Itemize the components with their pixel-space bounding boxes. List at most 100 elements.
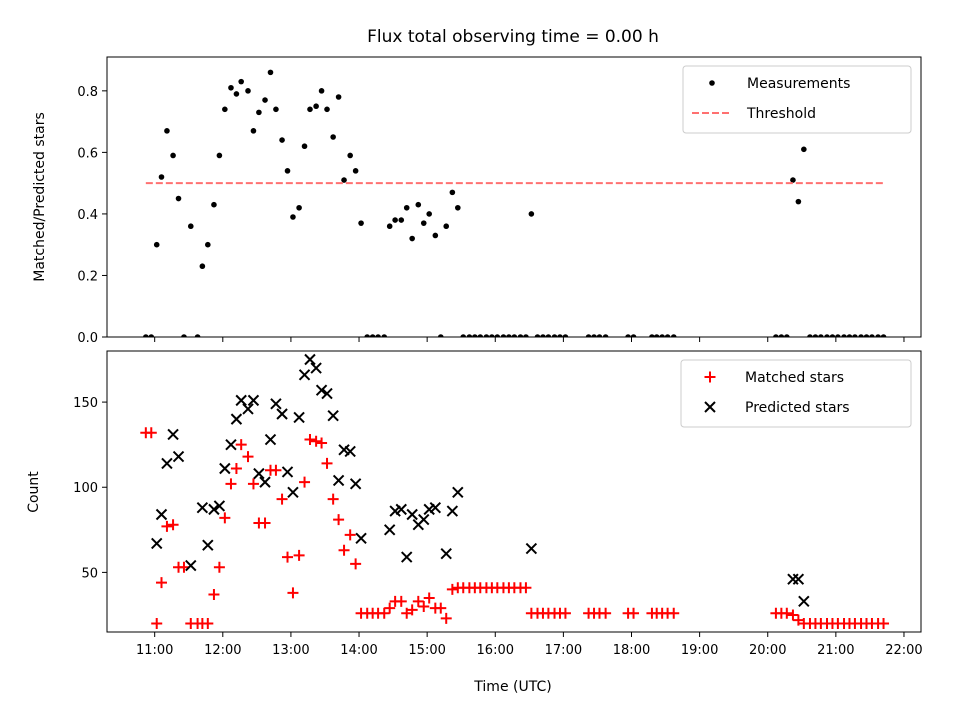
matched-star-marker [787,609,799,621]
matched-star-marker [600,607,612,619]
measurement-point [301,143,308,150]
predicted-star-marker [310,362,322,374]
x-tick-label: 16:00 [477,643,514,658]
measurement-point [829,334,836,337]
predicted-star-marker [202,539,214,551]
measurement-point [835,334,841,337]
measurement-point [812,334,819,337]
matched-star-marker [520,582,532,594]
top-y-tick-label: 0.2 [77,269,98,284]
measurement-point [625,334,631,337]
measurement-point [148,334,155,337]
matched-star-marker [395,595,407,607]
measurement-point [392,217,398,223]
predicted-star-marker [247,394,260,407]
measurement-point [460,334,467,337]
legend-entry-label: Predicted stars [745,400,850,416]
measurement-point [205,241,211,248]
measurement-point [494,334,501,337]
measurement-point [211,201,217,208]
matched-star-marker [440,612,452,624]
measurement-point [409,235,415,242]
measurement-point [347,152,353,159]
measurement-point [551,334,558,337]
measurement-point [449,189,456,196]
matched-star-marker [155,577,167,589]
predicted-star-marker [151,537,163,550]
predicted-star-marker [344,445,356,458]
top-axes-frame [106,56,922,338]
legend-measurement-swatch [709,80,715,86]
measurement-point [818,334,824,337]
predicted-star-marker [172,450,185,463]
x-tick-label: 15:00 [408,643,445,658]
measurement-point [170,152,176,159]
legend-matched-swatch [704,371,716,383]
measurement-point [778,334,785,337]
top-y-axis-label: Matched/Predicted stars [32,112,48,282]
predicted-star-marker [383,524,396,536]
measurement-point [341,177,347,183]
measurement-point [596,334,603,337]
measurement-point [483,334,490,337]
measurement-point [432,232,439,239]
x-tick-label: 13:00 [272,643,309,658]
measurement-point [869,334,875,337]
predicted-star-marker [208,503,220,516]
matched-star-marker [282,551,294,563]
matched-star-marker [446,583,458,595]
predicted-star-marker [293,411,305,424]
predicted-star-marker [792,573,805,585]
measurement-point [545,334,552,337]
bottom-data-layer [140,353,890,629]
matched-star-marker [213,561,225,573]
x-tick-label: 11:00 [136,643,173,658]
matched-star-marker [293,549,305,561]
measurement-point [591,334,597,337]
matched-star-marker [668,607,680,619]
top-y-tick-label: 0.8 [77,85,98,100]
matched-star-marker [242,451,254,463]
measurement-point [466,334,473,337]
matched-star-marker [327,493,339,505]
measurement-point [517,334,524,337]
measurement-point [795,198,802,205]
measurement-point [455,204,461,211]
measurement-point [398,217,405,223]
legend-entry-label: Measurements [747,76,850,92]
measurement-point [489,334,495,337]
measurement-point [222,106,228,113]
legend-predicted-swatch [704,401,716,413]
top-y-tick-label: 0.4 [77,208,98,223]
predicted-star-marker [298,369,311,381]
matched-star-marker [435,602,447,614]
measurement-point [437,334,444,337]
predicted-star-marker [161,457,173,470]
predicted-star-marker [429,501,442,514]
x-tick-label: 22:00 [885,643,922,658]
predicted-star-marker [264,433,277,446]
predicted-star-marker [440,547,452,560]
measurement-point [386,223,393,230]
measurement-point [784,334,790,337]
matched-star-marker [151,617,163,629]
measurement-point [181,334,187,337]
matched-star-marker [304,434,316,446]
predicted-star-marker [259,476,271,488]
predicted-star-marker [225,438,237,451]
matched-star-marker [178,561,190,573]
x-tick-label: 20:00 [749,643,786,658]
predicted-star-marker [321,387,333,400]
matched-star-marker [333,514,345,526]
measurement-point [585,334,592,337]
matched-star-marker [628,607,640,619]
predicted-star-marker [446,505,459,517]
measurement-point [528,211,535,217]
predicted-star-marker [253,467,265,480]
measurement-point [279,137,285,143]
measurement-point [880,334,887,337]
top-data-layer [143,69,887,337]
matched-star-marker [235,439,247,451]
measurement-point [875,334,881,337]
